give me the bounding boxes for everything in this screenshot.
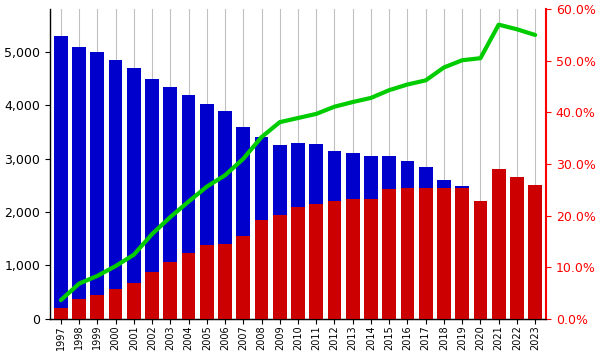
Bar: [419, 188, 433, 319]
Bar: [364, 199, 378, 319]
Bar: [455, 186, 469, 319]
Bar: [182, 95, 196, 319]
Bar: [492, 169, 506, 319]
Bar: [401, 161, 415, 319]
Bar: [163, 262, 177, 319]
Bar: [529, 185, 542, 319]
Bar: [127, 283, 140, 319]
Bar: [382, 189, 396, 319]
Bar: [273, 215, 287, 319]
Bar: [382, 156, 396, 319]
Bar: [127, 68, 140, 319]
Bar: [91, 295, 104, 319]
Bar: [273, 145, 287, 319]
Bar: [163, 86, 177, 319]
Bar: [346, 153, 359, 319]
Bar: [310, 144, 323, 319]
Bar: [91, 52, 104, 319]
Bar: [291, 207, 305, 319]
Bar: [254, 137, 268, 319]
Bar: [145, 272, 159, 319]
Bar: [54, 36, 68, 319]
Bar: [419, 167, 433, 319]
Bar: [109, 289, 122, 319]
Bar: [145, 79, 159, 319]
Bar: [364, 156, 378, 319]
Bar: [510, 177, 524, 319]
Bar: [492, 204, 506, 319]
Bar: [473, 201, 487, 319]
Bar: [200, 104, 214, 319]
Bar: [72, 299, 86, 319]
Bar: [328, 150, 341, 319]
Bar: [437, 180, 451, 319]
Bar: [473, 201, 487, 319]
Bar: [455, 188, 469, 319]
Bar: [109, 60, 122, 319]
Bar: [200, 245, 214, 319]
Bar: [346, 199, 359, 319]
Bar: [291, 143, 305, 319]
Bar: [72, 46, 86, 319]
Bar: [328, 201, 341, 319]
Bar: [437, 188, 451, 319]
Bar: [236, 127, 250, 319]
Bar: [236, 236, 250, 319]
Bar: [310, 204, 323, 319]
Bar: [254, 220, 268, 319]
Bar: [182, 253, 196, 319]
Bar: [218, 110, 232, 319]
Bar: [218, 244, 232, 319]
Bar: [401, 188, 415, 319]
Bar: [510, 207, 524, 319]
Bar: [529, 209, 542, 319]
Bar: [54, 308, 68, 319]
